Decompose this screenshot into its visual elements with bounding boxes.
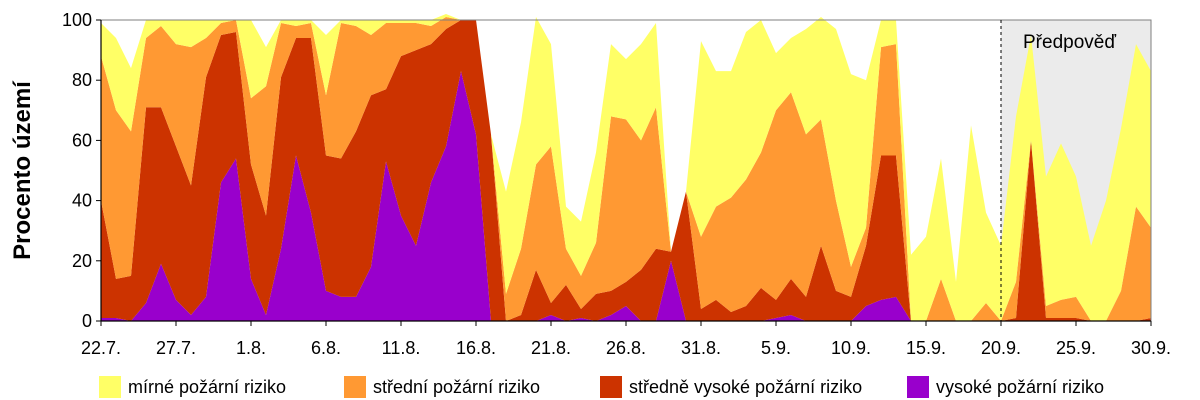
areas-layer [101,13,1151,322]
x-tick-label: 15.9. [906,338,946,358]
y-tick-label: 80 [72,70,92,90]
legend-swatch [907,376,929,398]
area-series-2 [101,20,1151,321]
annotation-layer: Předpověď [1000,20,1116,321]
y-tick-label: 40 [72,191,92,211]
x-tick-label: 26.8. [606,338,646,358]
legend-swatch [600,376,622,398]
legend-item: středně vysoké požární riziko [600,376,862,398]
x-tick-label: 16.8. [456,338,496,358]
legend-label: střední požární riziko [373,377,540,397]
forecast-annotation: Předpověď [1023,32,1116,53]
legend-label: mírné požární riziko [128,377,286,397]
x-tick-label: 5.9. [761,338,791,358]
x-tick-label: 27.7. [156,338,196,358]
area-series-3 [101,16,1151,322]
tick-labels-layer: 0 20 40 60 80 100 22.7. 27.7. 1.8. 6.8. 11.8. 16.8.… [62,10,1171,358]
y-tick-label: 100 [62,10,92,30]
legend-swatch [344,376,366,398]
y-tick-label: 20 [72,251,92,271]
y-tick-label: 60 [72,130,92,150]
y-axis-title: Procento území [9,80,36,260]
legend-label: vysoké požární riziko [936,377,1104,397]
area-series-4 [101,13,1151,321]
legend-swatch [99,376,121,398]
x-tick-label: 21.8. [531,338,571,358]
x-tick-label: 22.7. [81,338,121,358]
x-tick-label: 10.9. [831,338,871,358]
legend-label: středně vysoké požární riziko [629,377,862,397]
x-tick-label: 20.9. [981,338,1021,358]
legend: mírné požární riziko střední požární rizi… [99,376,1104,398]
x-tick-label: 6.8. [311,338,341,358]
x-tick-label: 31.8. [681,338,721,358]
x-tick-label: 30.9. [1131,338,1171,358]
legend-item: střední požární riziko [344,376,540,398]
legend-item: vysoké požární riziko [907,376,1104,398]
x-tick-label: 25.9. [1056,338,1096,358]
y-tick-label: 0 [82,311,92,331]
x-tick-label: 1.8. [236,338,266,358]
legend-item: mírné požární riziko [99,376,286,398]
x-tick-label: 11.8. [382,338,421,358]
